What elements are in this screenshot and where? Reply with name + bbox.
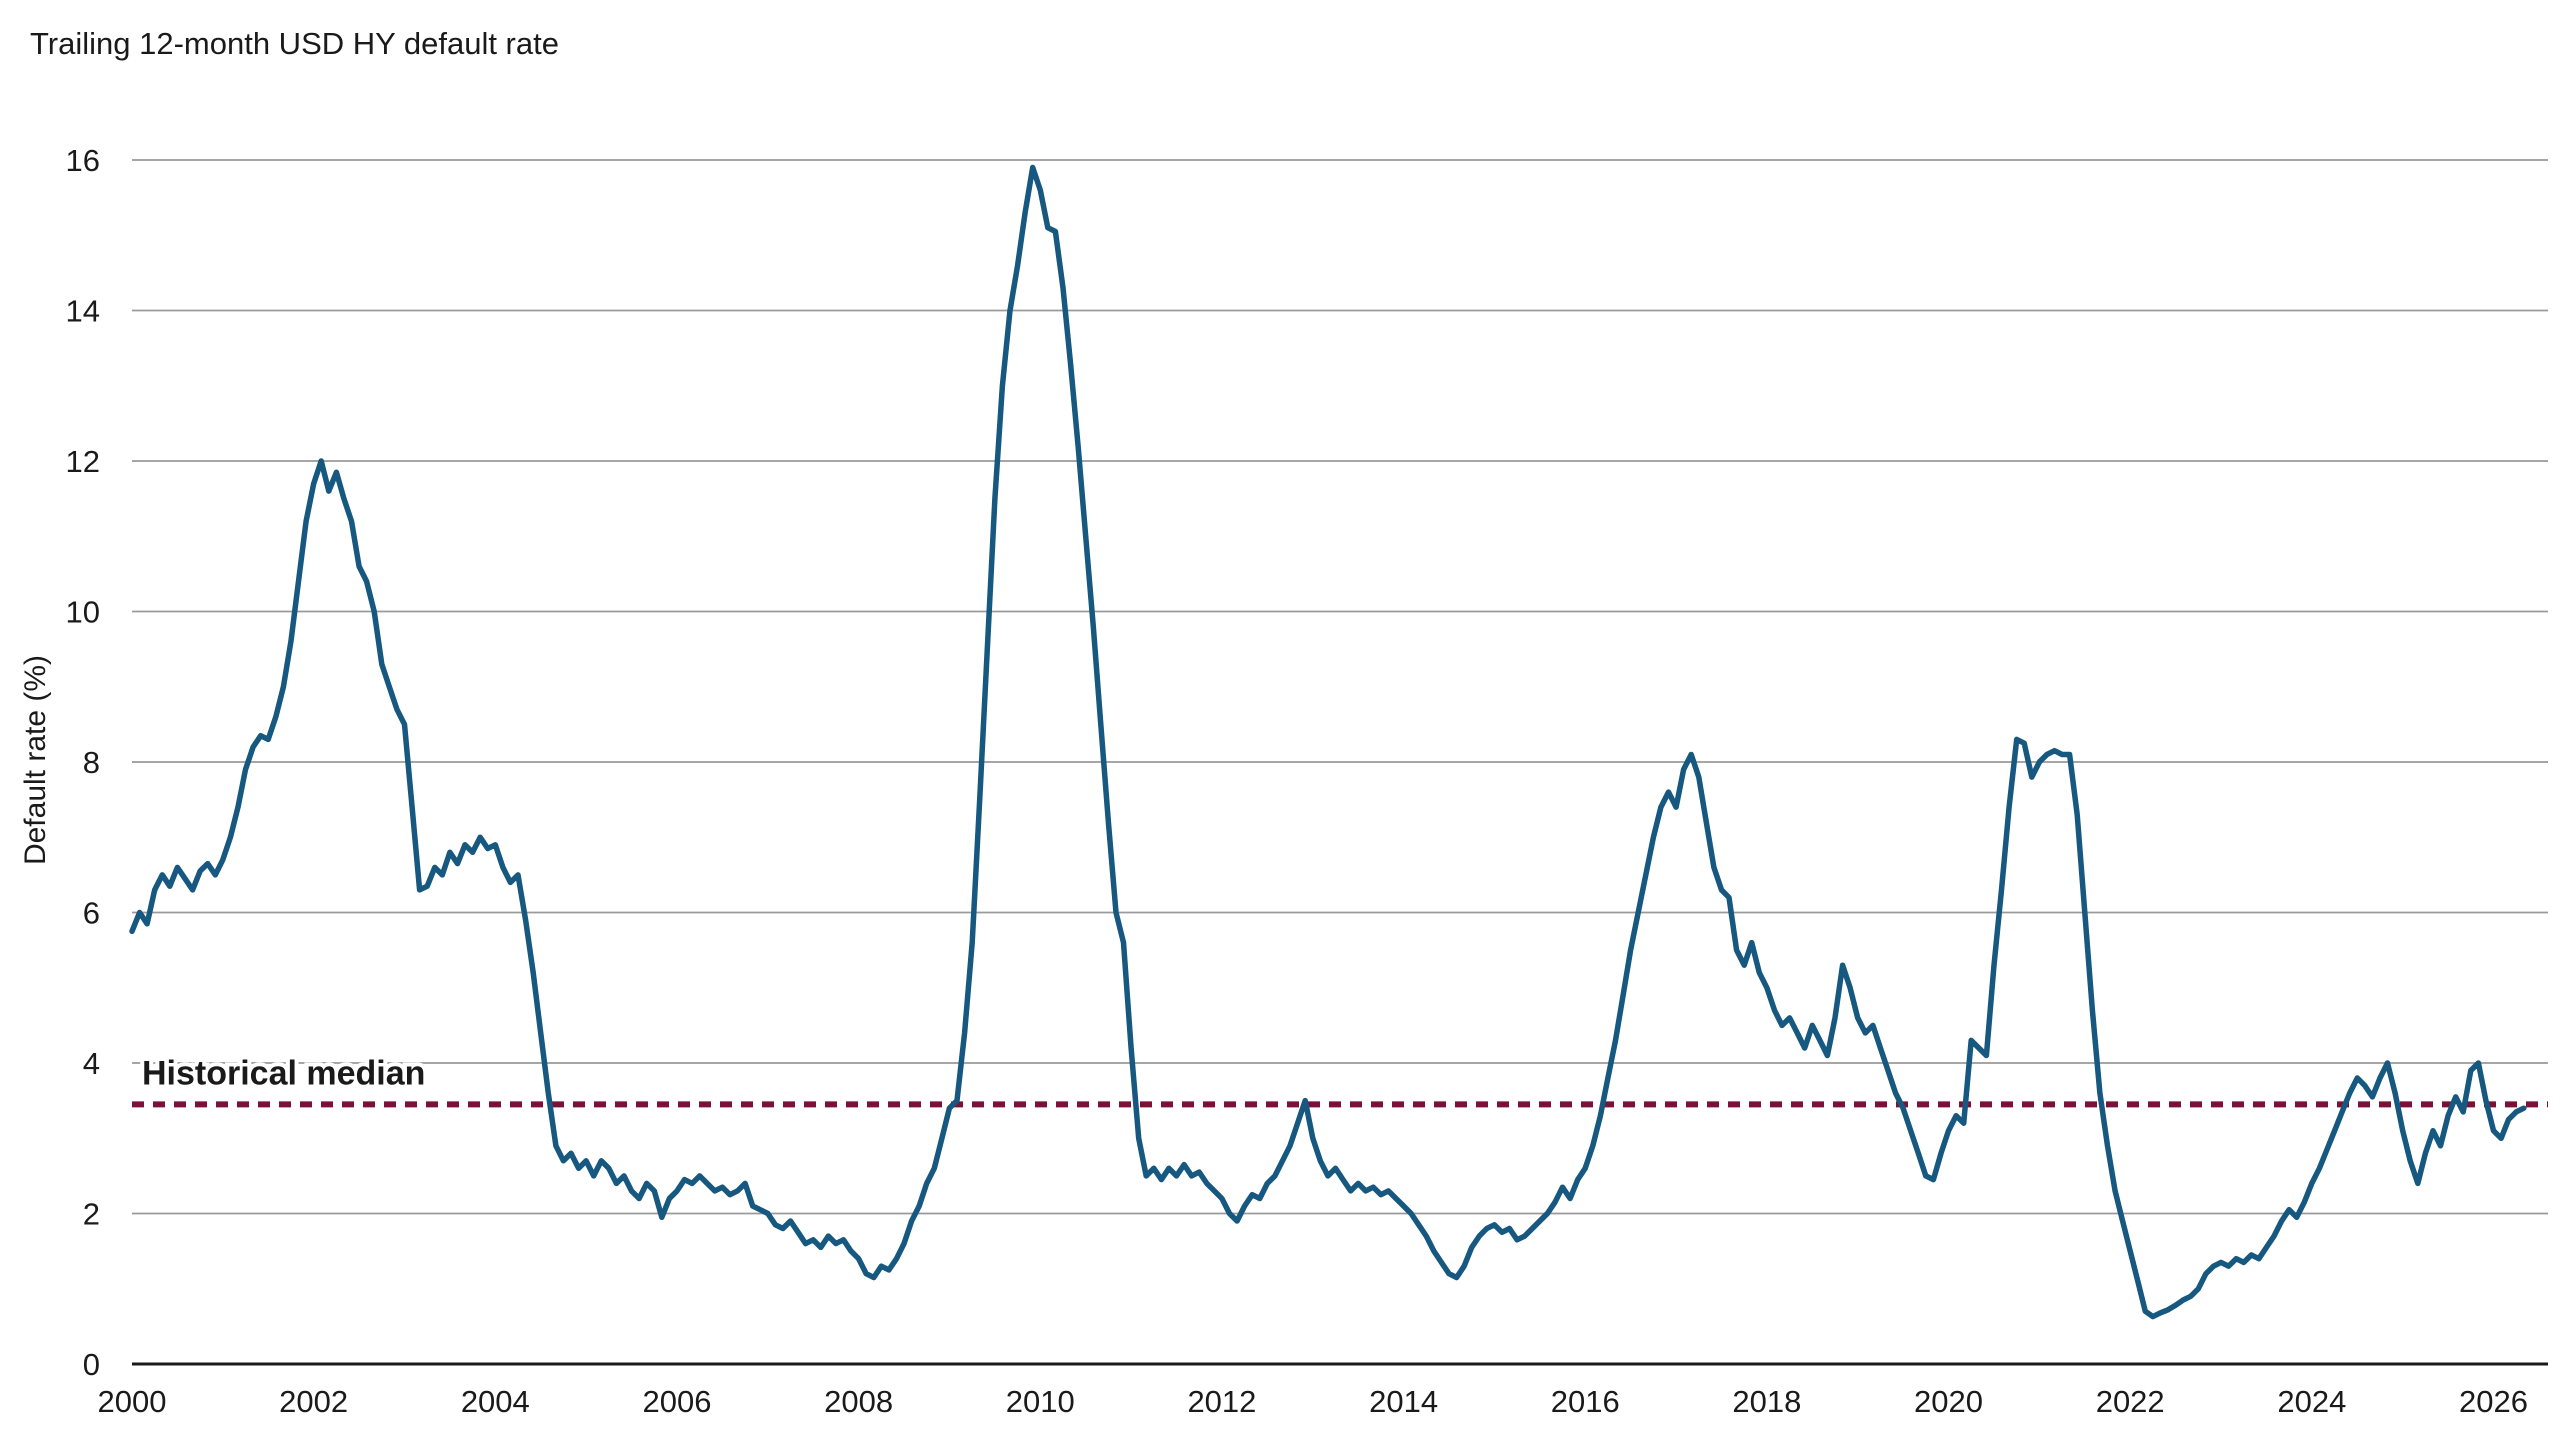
y-tick-label: 12 xyxy=(66,444,100,479)
x-tick-label: 2026 xyxy=(2459,1384,2528,1419)
x-tick-label: 2014 xyxy=(1369,1384,1438,1419)
x-tick-label: 2000 xyxy=(98,1384,167,1419)
x-tick-label: 2024 xyxy=(2277,1384,2346,1419)
x-tick-label: 2018 xyxy=(1732,1384,1801,1419)
y-tick-label: 4 xyxy=(83,1046,100,1081)
x-tick-label: 2022 xyxy=(2096,1384,2165,1419)
y-tick-label: 6 xyxy=(83,896,100,931)
historical-median-label: Historical median xyxy=(142,1054,425,1092)
y-tick-label: 2 xyxy=(83,1197,100,1232)
x-tick-label: 2020 xyxy=(1914,1384,1983,1419)
default-rate-line xyxy=(129,164,2527,1320)
x-tick-label: 2002 xyxy=(279,1384,348,1419)
x-tick-label: 2008 xyxy=(824,1384,893,1419)
y-tick-label: 10 xyxy=(66,595,100,630)
y-tick-label: 0 xyxy=(83,1347,100,1382)
x-tick-label: 2012 xyxy=(1187,1384,1256,1419)
chart-title: Trailing 12-month USD HY default rate xyxy=(30,26,559,61)
y-tick-label: 16 xyxy=(66,143,100,178)
y-tick-label: 8 xyxy=(83,745,100,780)
x-tick-label: 2004 xyxy=(461,1384,530,1419)
x-tick-label: 2016 xyxy=(1551,1384,1620,1419)
x-tick-label: 2006 xyxy=(642,1384,711,1419)
x-tick-label: 2010 xyxy=(1006,1384,1075,1419)
y-tick-label: 14 xyxy=(66,294,100,329)
